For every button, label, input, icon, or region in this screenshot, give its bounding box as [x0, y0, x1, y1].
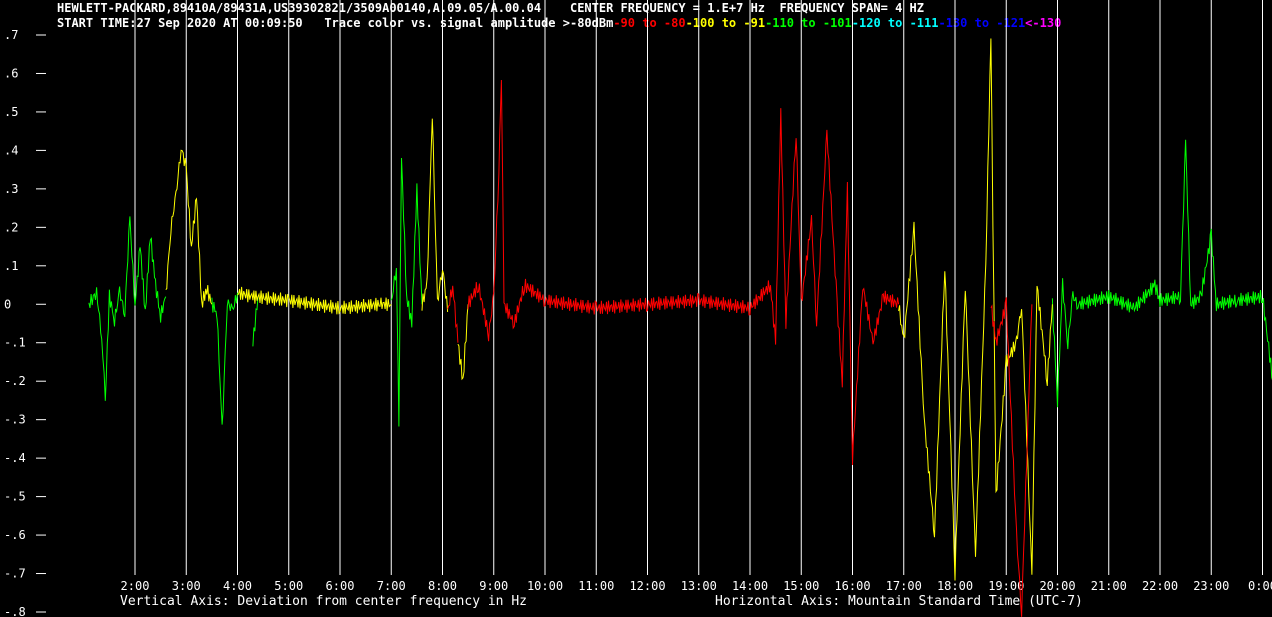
y-tick-label: -.3 [4, 413, 26, 427]
y-tick-label: .5 [4, 105, 18, 119]
trace-segment [467, 79, 900, 466]
x-tick-label: 6:00 [326, 579, 355, 593]
legend-entry: -110 to -101 [765, 16, 852, 30]
legend-entry: >-80dBm [562, 16, 614, 30]
x-tick-label: 14:00 [732, 579, 768, 593]
x-tick-label: 23:00 [1193, 579, 1229, 593]
trace-segment [447, 285, 459, 343]
x-tick-label: 10:00 [527, 579, 563, 593]
legend-entry: -100 to -91 [685, 16, 766, 30]
x-tick-label: 0:00 [1248, 579, 1272, 593]
x-tick-labels: 2:00 3:00 4:00 5:00 6:00 7:00 8:00 9:00 10:00 11:… [121, 579, 1272, 593]
x-tick-label: 2:00 [121, 579, 150, 593]
start-time: START TIME:27 Sep 2020 AT 00:09:50 [57, 16, 303, 30]
trace-caption: Trace color vs. signal amplitude [324, 16, 556, 30]
frequency-span: FREQUENCY SPAN= 4 HZ [779, 1, 925, 15]
trace-segment [1051, 139, 1272, 408]
x-tick-label: 4:00 [223, 579, 252, 593]
trace-segment [457, 304, 469, 381]
header-line-1: HEWLETT-PACKARD,89410A/89431A,US39302821… [57, 1, 924, 15]
trace-segment [252, 296, 259, 347]
y-tick-label: -.1 [4, 336, 26, 350]
center-frequency: CENTER FREQUENCY = 1.E+7 Hz [569, 1, 766, 15]
y-tick-label: 0 [4, 297, 11, 311]
y-tick-label: .6 [4, 66, 18, 80]
header-line-2: START TIME:27 Sep 2020 AT 00:09:50 Trace… [57, 16, 1061, 30]
y-tick-label: -.2 [4, 374, 26, 388]
legend-entry: -90 to -80 [613, 16, 686, 30]
y-tick-label: .2 [4, 220, 18, 234]
y-tick-label: -.4 [4, 451, 26, 465]
x-tick-label: 21:00 [1091, 579, 1127, 593]
trace-segment [237, 286, 392, 315]
y-tick-label: -.6 [4, 528, 26, 542]
legend-entry: <-130 [1025, 16, 1062, 30]
trace-segment [898, 38, 1053, 581]
x-tick-label: 7:00 [377, 579, 406, 593]
x-tick-label: 19:00 [988, 579, 1024, 593]
x-tick-label: 16:00 [834, 579, 870, 593]
trace-segment [390, 157, 423, 427]
y-axis-title: Vertical Axis: Deviation from center fre… [120, 594, 527, 609]
y-tick-label: .7 [4, 28, 18, 42]
legend-entry: -120 to -111 [851, 16, 939, 30]
x-tick-label: 12:00 [629, 579, 665, 593]
vertical-gridlines [134, 0, 1263, 575]
x-tick-label: 22:00 [1142, 579, 1178, 593]
instrument-id: HEWLETT-PACKARD,89410A/89431A,US39302821… [57, 1, 542, 15]
x-axis-title: Horizontal Axis: Mountain Standard Time … [715, 594, 1083, 609]
x-tick-label: 3:00 [172, 579, 201, 593]
x-tick-label: 18:00 [937, 579, 973, 593]
y-tick-label: .1 [4, 259, 18, 273]
x-tick-label: 11:00 [578, 579, 614, 593]
y-tick-label: -.5 [4, 490, 26, 504]
y-tick-label: .4 [4, 143, 18, 157]
trace-segment [421, 118, 449, 313]
x-tick-label: 13:00 [681, 579, 717, 593]
x-tick-label: 9:00 [479, 579, 508, 593]
x-tick-label: 8:00 [428, 579, 457, 593]
x-tick-label: 15:00 [783, 579, 819, 593]
y-tick-label: .3 [4, 182, 18, 196]
y-tick-label: -.7 [4, 567, 26, 581]
trace-segment [165, 149, 213, 308]
y-tick-labels: .7 .6 .5 .4 .3 .2 .1 0 -.1 -.2 -.3 -.4 -.5 -.6 -.7 -.8 [4, 28, 46, 617]
y-tick-label: -.8 [4, 605, 26, 617]
trace-segment [990, 297, 1033, 617]
signal-traces [88, 38, 1272, 617]
x-tick-label: 5:00 [274, 579, 303, 593]
x-tick-label: 20:00 [1039, 579, 1075, 593]
trace-segment [88, 216, 167, 401]
trace-segment [211, 292, 238, 425]
x-tick-label: 17:00 [886, 579, 922, 593]
color-legend: >-80dBm-90 to -80-100 to -91-110 to -101… [563, 16, 1062, 30]
legend-entry: -130 to -121 [938, 16, 1026, 30]
